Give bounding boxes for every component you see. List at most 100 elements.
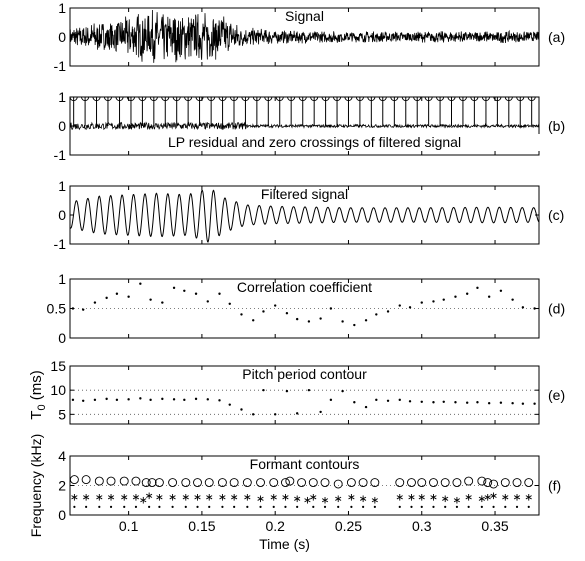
point-d-10 [183,289,186,292]
formant-asterisk-14 [231,494,238,501]
point-d-19 [285,312,289,315]
point-e-11 [194,397,198,401]
formant-circle-0 [70,475,79,485]
formant-asterisk-39 [525,494,532,501]
x-axis-label: Time (s) [259,536,310,552]
formant-dot-26 [410,505,413,508]
xtick-label-5: 0.35 [481,518,508,534]
formant-dot-25 [398,505,401,508]
ytick-label-f-2: 4 [58,448,66,464]
ytick-label-f-0: 0 [58,507,66,523]
formant-asterisk-13 [219,494,226,501]
formant-circle-28 [407,478,416,487]
point-d-22 [319,317,322,320]
point-e-14 [228,403,231,406]
panel-title-d: Correlation coefficient [237,279,372,295]
panel-title-c: Filtered signal [261,186,348,202]
point-d-17 [262,310,265,313]
point-e-10 [183,398,186,402]
formant-dot-13 [233,505,236,508]
formant-circle-15 [242,478,252,487]
point-e-12 [206,398,209,401]
formant-asterisk-5 [132,494,140,501]
formant-asterisk-20 [304,496,311,504]
formant-asterisk-36 [490,492,497,500]
point-d-12 [206,300,209,303]
plot-area-f [70,475,539,508]
plot-area-e [70,388,539,416]
point-e-41 [533,402,536,405]
formant-circle-36 [489,479,499,489]
point-d-13 [218,292,221,295]
point-e-25 [353,401,356,404]
formant-dot-33 [492,505,495,508]
point-d-36 [476,286,479,290]
point-e-1 [81,399,85,402]
formant-circle-2 [94,476,104,486]
point-e-16 [252,413,255,416]
point-e-13 [218,399,221,402]
point-d-40 [521,306,525,309]
formant-asterisk-23 [335,495,342,503]
point-d-41 [533,307,536,310]
panel-title-b: LP residual and zero crossings of filter… [168,134,461,150]
formant-dot-3 [109,505,113,508]
point-d-1 [81,308,85,311]
panel-title-f: Formant contours [250,456,360,472]
point-d-25 [353,323,356,327]
formant-asterisk-17 [270,494,277,501]
plot-area-b [70,97,539,131]
formant-circle-27 [395,478,405,487]
ytick-label-b-1: 0 [58,118,66,134]
formant-dot-5 [134,505,138,508]
point-e-21 [307,388,311,392]
point-e-34 [454,401,457,404]
signal-trace [70,10,539,63]
formant-circle-23 [333,479,343,489]
formant-circle-6 [141,478,151,487]
formant-dot-35 [515,505,519,508]
formant-asterisk-38 [513,494,521,501]
xtick-label-1: 0.15 [188,518,215,534]
axes-frame-e [69,365,540,425]
point-e-19 [285,389,289,393]
formant-dot-17 [284,505,287,508]
ytick-label-b-0: -1 [54,147,67,163]
formant-circle-32 [452,478,462,487]
formant-dot-14 [246,505,249,508]
formant-circle-20 [297,478,307,487]
point-d-18 [273,304,277,307]
formant-asterisk-11 [194,494,201,501]
point-d-6 [139,282,142,285]
formant-circle-3 [106,476,116,486]
point-e-33 [442,400,445,403]
point-d-9 [172,286,176,290]
ytick-label-a-1: 0 [58,29,66,45]
formant-asterisk-7 [146,492,153,500]
plot-area-d [70,282,539,327]
point-e-27 [375,398,378,402]
panel-label-e: (e) [548,387,565,403]
panel-label-b: (b) [548,118,565,134]
panel-label-a: (a) [548,29,565,45]
point-e-3 [105,397,108,401]
formant-circle-4 [119,476,129,486]
formant-dot-2 [98,505,101,508]
ytick-label-a-0: -1 [54,58,67,74]
formant-asterisk-22 [321,496,329,504]
formant-asterisk-26 [371,496,378,504]
formant-circle-34 [477,476,487,486]
point-e-24 [341,389,344,393]
formant-dot-4 [123,505,126,508]
point-d-16 [252,319,255,322]
formant-dot-9 [184,505,187,508]
formant-circle-25 [358,478,368,487]
point-d-23 [329,307,333,310]
formant-asterisk-10 [182,494,189,501]
formant-circle-38 [512,478,522,487]
formant-dot-24 [373,505,376,508]
formant-circle-37 [500,478,510,487]
point-d-27 [375,313,378,316]
panel-a: -1 0 1 Signal (a) [54,0,566,74]
point-d-39 [511,298,514,301]
